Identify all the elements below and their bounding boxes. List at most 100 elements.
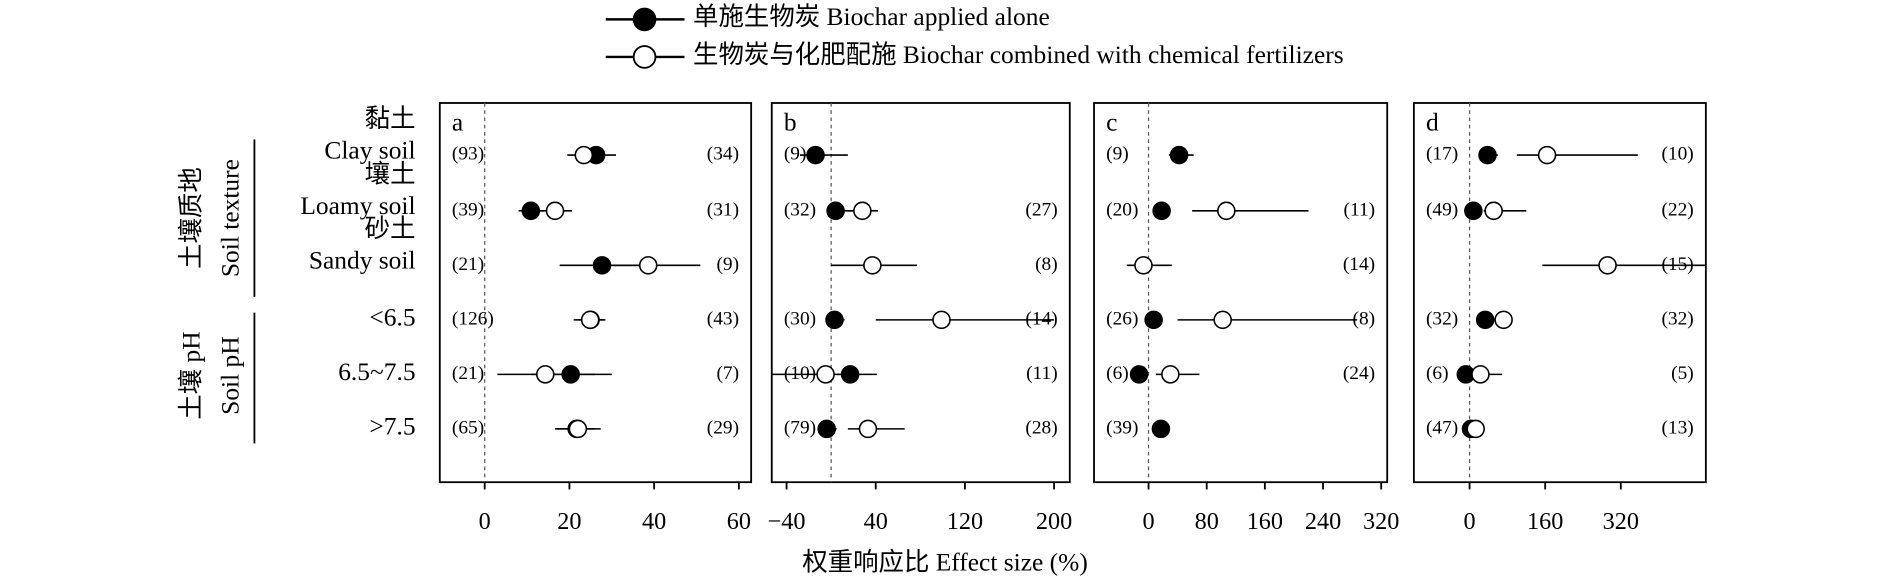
effect-point	[1484, 201, 1503, 221]
effect-point	[817, 419, 836, 439]
sample-count: (47)	[1426, 417, 1458, 438]
group-label-zh: 土壤 pH	[177, 331, 206, 419]
sample-count: (15)	[1661, 254, 1693, 275]
effect-point	[1466, 419, 1485, 439]
effect-point	[521, 201, 541, 221]
effect-point	[568, 419, 588, 439]
effect-point	[561, 365, 580, 384]
sample-count: (79)	[784, 417, 816, 438]
effect-point	[1478, 145, 1497, 165]
effect-point	[1494, 310, 1513, 330]
sample-count: (7)	[716, 363, 739, 384]
sample-count: (11)	[1344, 199, 1376, 220]
panel-label: a	[452, 108, 463, 137]
effect-point	[1144, 310, 1163, 330]
x-tick-label: 160	[1527, 508, 1563, 535]
sample-count: (10)	[1661, 144, 1693, 165]
panel-label: b	[784, 108, 797, 137]
row-label-zh: 砂土	[365, 214, 416, 243]
effect-point	[1598, 256, 1617, 275]
x-tick-label: 0	[479, 508, 491, 535]
effect-point	[638, 256, 658, 275]
x-tick-label: 40	[642, 508, 666, 535]
sample-count: (21)	[452, 254, 484, 275]
sample-count: (14)	[1025, 308, 1057, 329]
group-label: Soil texture	[215, 159, 244, 277]
sample-count: (43)	[707, 308, 739, 329]
sample-count: (126)	[452, 308, 494, 329]
x-tick-label: 0	[1142, 508, 1154, 535]
effect-point	[1471, 365, 1490, 384]
panel-frame	[1093, 102, 1389, 484]
effect-point	[1152, 201, 1171, 221]
legend-marker	[632, 45, 657, 69]
effect-point	[1213, 310, 1232, 330]
panel-frame	[770, 102, 1071, 484]
panel-label: d	[1426, 108, 1439, 137]
effect-point	[806, 145, 825, 165]
sample-count: (14)	[1343, 254, 1375, 275]
x-tick-label: 200	[1036, 508, 1072, 535]
sample-count: (49)	[1426, 199, 1458, 220]
group-label-zh: 土壤质地	[177, 167, 206, 269]
effect-point	[1129, 365, 1149, 384]
row-label-zh: 壤土	[365, 160, 416, 189]
legend-label: 单施生物炭 Biochar applied alone	[693, 2, 1050, 31]
sample-count: (8)	[1353, 308, 1376, 329]
effect-point	[816, 365, 835, 384]
sample-count: (24)	[1343, 363, 1375, 384]
sample-count: (31)	[707, 199, 739, 220]
effect-point	[545, 201, 565, 221]
effect-point	[1537, 145, 1557, 165]
x-tick-label: 320	[1603, 508, 1639, 535]
sample-count: (29)	[707, 417, 739, 438]
x-axis-label: 权重响应比 Effect size (%)	[802, 547, 1088, 576]
effect-point	[853, 201, 872, 221]
row-label-zh: 黏土	[365, 104, 416, 133]
panel-label: c	[1106, 108, 1117, 137]
effect-point	[863, 256, 882, 275]
sample-count: (26)	[1106, 308, 1138, 329]
legend-marker	[632, 7, 657, 32]
row-label: >7.5	[369, 412, 415, 441]
sample-count: (21)	[452, 363, 484, 384]
row-label: Sandy soil	[309, 246, 416, 275]
effect-point	[592, 256, 612, 275]
sample-count: (93)	[452, 144, 484, 165]
row-label: Loamy soil	[300, 191, 415, 220]
sample-count: (8)	[1035, 254, 1058, 275]
x-tick-label: 240	[1305, 508, 1341, 535]
effect-point	[932, 310, 951, 330]
effect-point	[1217, 201, 1236, 221]
effect-point	[858, 419, 878, 439]
sample-count: (9)	[716, 254, 739, 275]
effect-point	[1161, 365, 1180, 384]
x-tick-label: 320	[1363, 508, 1399, 535]
sample-count: (9)	[1106, 144, 1129, 165]
sample-count: (32)	[1426, 308, 1458, 329]
sample-count: (17)	[1426, 144, 1458, 165]
sample-count: (10)	[784, 363, 816, 384]
panel-frame	[1412, 102, 1707, 484]
row-label: 6.5~7.5	[338, 357, 415, 386]
x-tick-label: −40	[768, 508, 806, 535]
sample-count: (28)	[1025, 417, 1057, 438]
x-tick-label: 80	[1195, 508, 1219, 535]
group-label: Soil pH	[215, 336, 244, 414]
sample-count: (13)	[1661, 417, 1693, 438]
sample-count: (32)	[1661, 308, 1693, 329]
sample-count: (5)	[1671, 363, 1694, 384]
x-tick-label: 60	[727, 508, 751, 535]
effect-point	[826, 201, 845, 221]
x-tick-label: 160	[1247, 508, 1283, 535]
sample-count: (65)	[452, 417, 484, 438]
row-label: Clay soil	[324, 136, 415, 165]
effect-point	[1475, 310, 1495, 330]
effect-point	[574, 145, 594, 165]
panel-frame	[438, 102, 753, 484]
effect-point	[1464, 201, 1483, 221]
sample-count: (6)	[1106, 363, 1129, 384]
effect-point	[580, 310, 600, 330]
x-tick-label: 120	[947, 508, 983, 535]
